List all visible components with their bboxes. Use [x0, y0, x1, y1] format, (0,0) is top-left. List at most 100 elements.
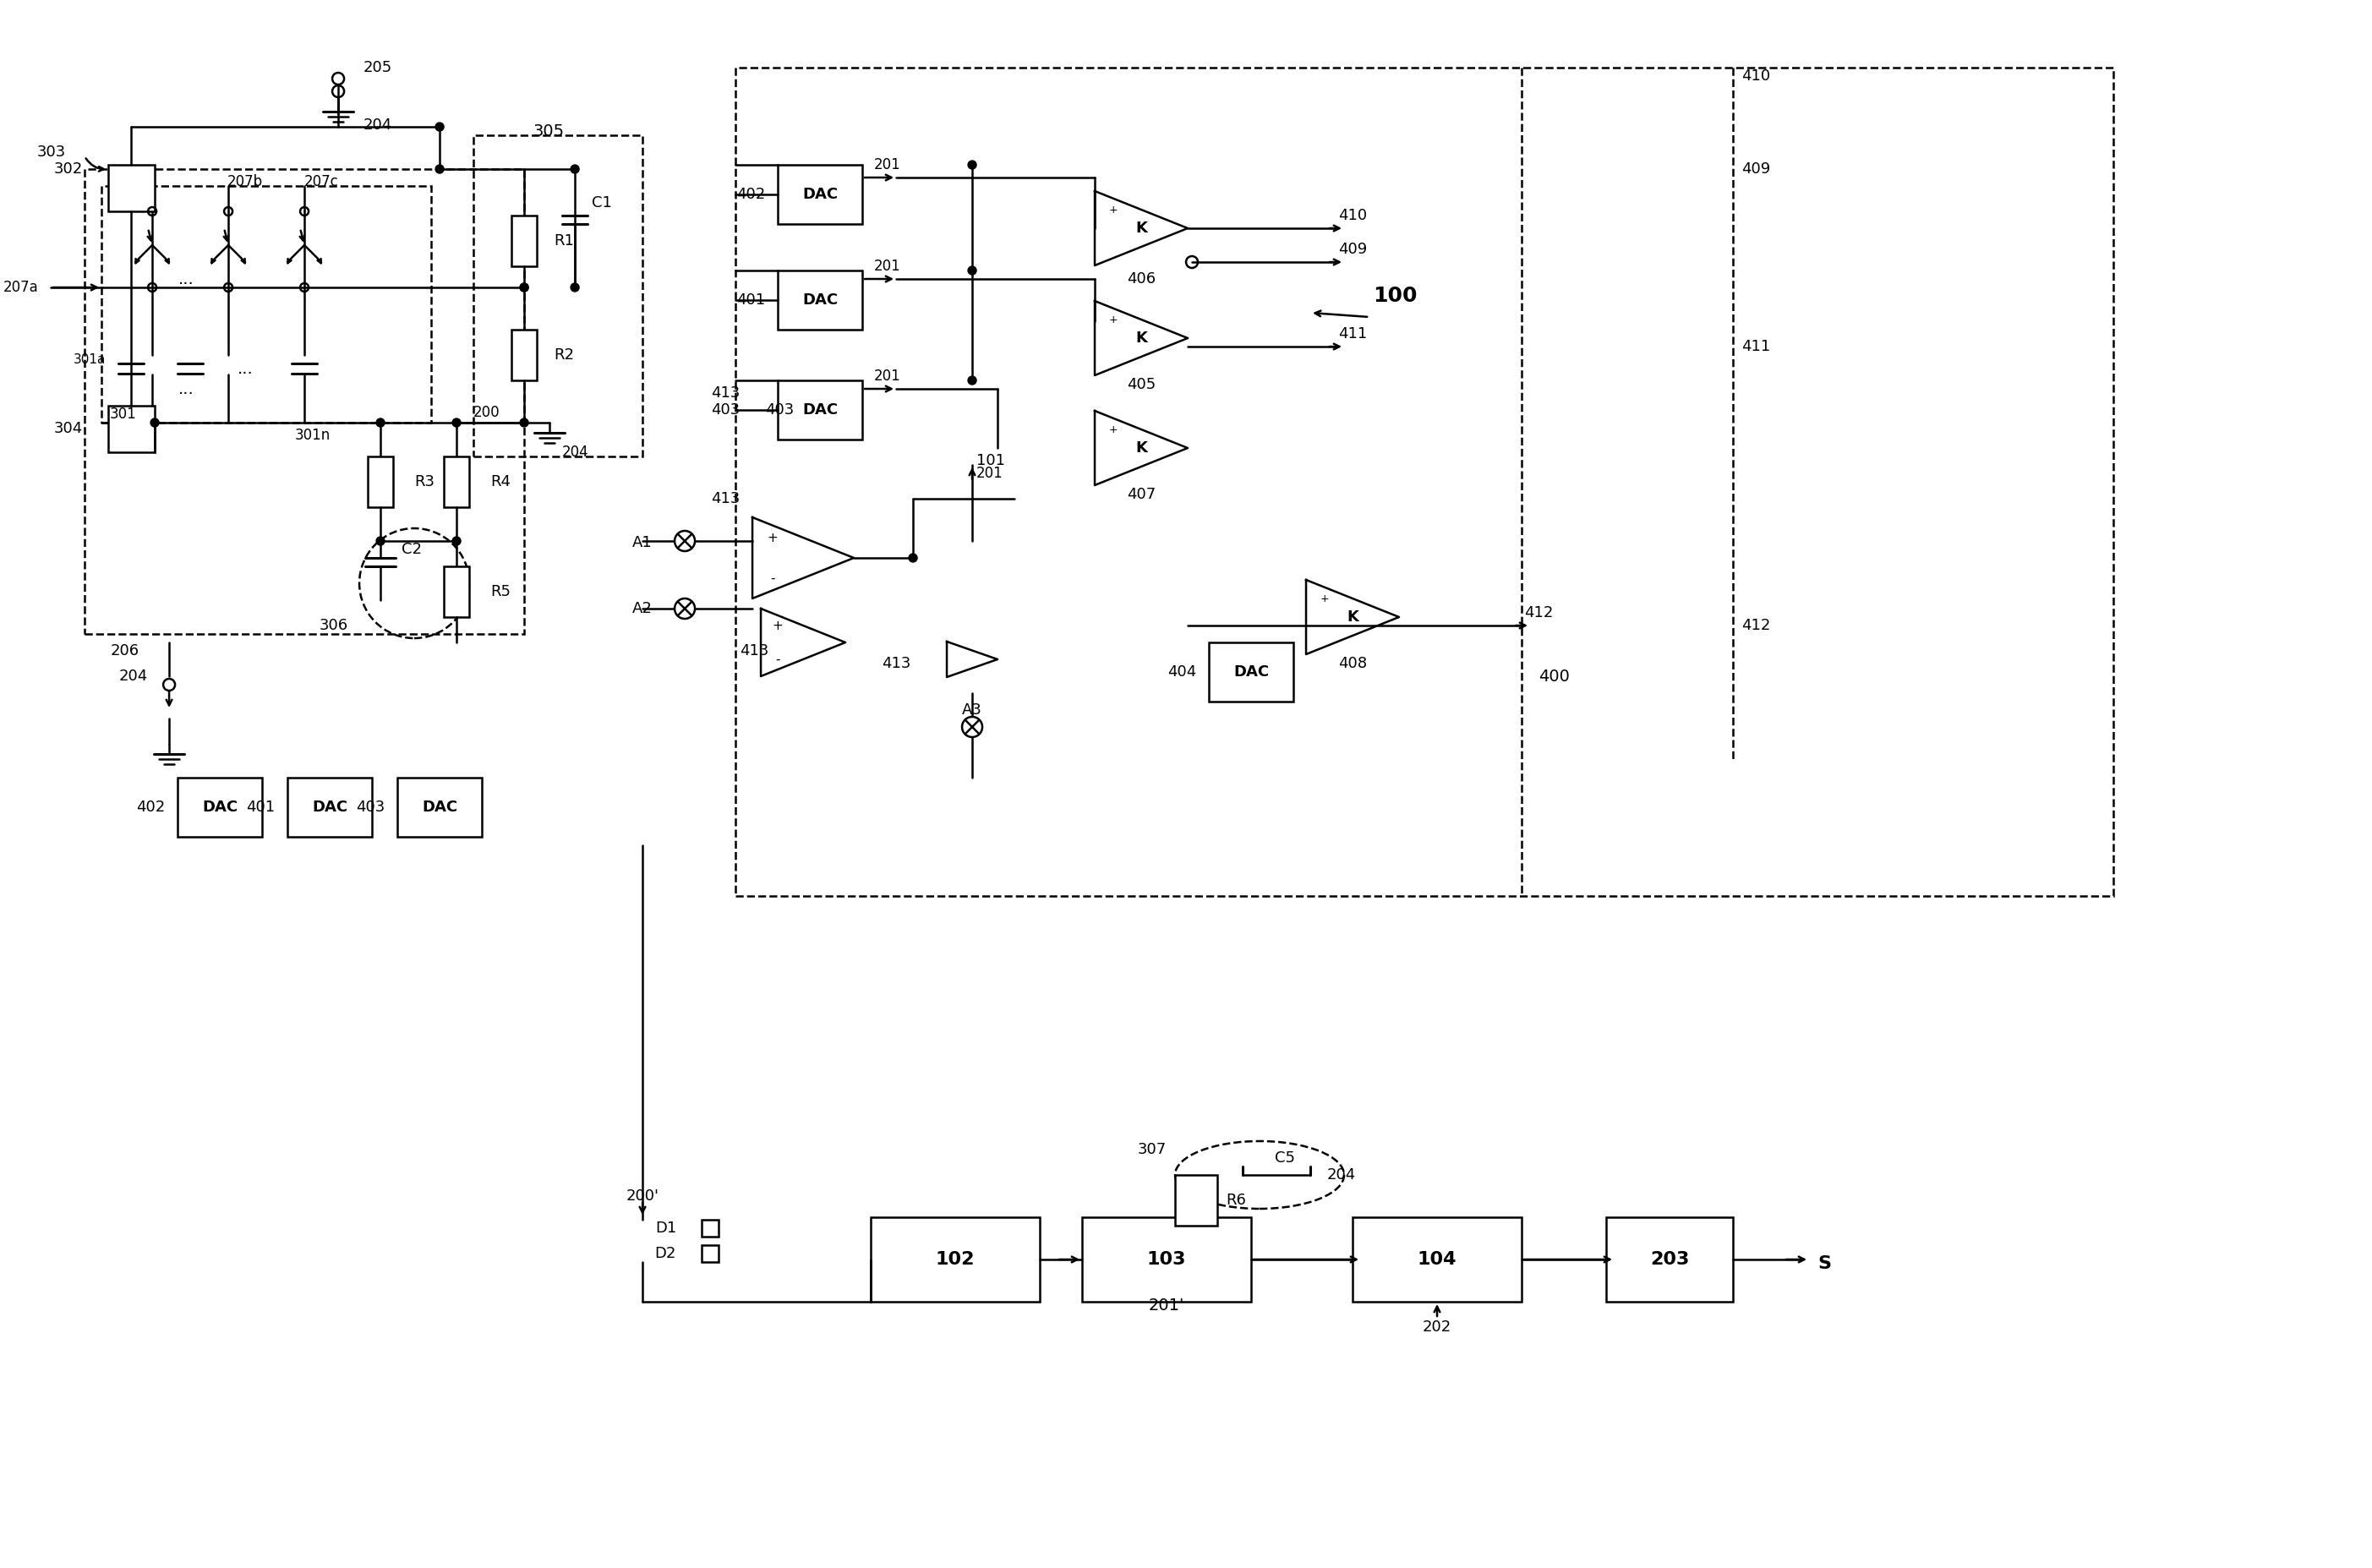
Text: 409: 409: [1338, 241, 1366, 257]
Text: K: K: [1136, 441, 1148, 456]
Text: 404: 404: [1167, 665, 1195, 679]
Bar: [871, 1217, 1039, 1301]
Text: ...: ...: [237, 361, 254, 376]
Text: ...: ...: [178, 381, 195, 397]
Text: 204: 204: [562, 445, 588, 459]
Text: +: +: [1108, 314, 1117, 325]
Text: D1: D1: [655, 1220, 676, 1236]
Polygon shape: [1307, 580, 1399, 654]
Circle shape: [377, 419, 384, 426]
Text: 207a: 207a: [2, 279, 38, 295]
Circle shape: [674, 532, 695, 550]
Text: 403: 403: [712, 403, 740, 417]
Text: 302: 302: [55, 162, 83, 177]
Text: 401: 401: [247, 800, 275, 815]
Text: DAC: DAC: [802, 403, 837, 417]
Circle shape: [572, 284, 579, 292]
Text: 401: 401: [735, 293, 766, 307]
Text: 307: 307: [1139, 1142, 1167, 1157]
Text: 200': 200': [626, 1189, 659, 1204]
Bar: [85, 169, 524, 633]
Text: +: +: [766, 532, 778, 544]
Text: 306: 306: [320, 618, 349, 633]
Circle shape: [572, 165, 579, 174]
Text: 301: 301: [109, 406, 138, 422]
Text: 413: 413: [882, 655, 911, 671]
Text: R6: R6: [1226, 1193, 1245, 1207]
Text: 407: 407: [1127, 488, 1155, 502]
Polygon shape: [1096, 301, 1188, 375]
Bar: [1606, 1217, 1734, 1301]
Text: 403: 403: [766, 403, 795, 417]
Text: 102: 102: [935, 1251, 975, 1269]
Text: D2: D2: [655, 1247, 676, 1261]
Text: K: K: [1136, 331, 1148, 345]
Text: 200: 200: [474, 405, 500, 420]
Text: C5: C5: [1274, 1151, 1295, 1165]
Text: 412: 412: [1523, 605, 1554, 621]
Text: 201: 201: [875, 157, 901, 172]
Text: +: +: [773, 619, 783, 632]
Text: +: +: [1321, 593, 1328, 604]
Circle shape: [377, 536, 384, 546]
Text: 413: 413: [712, 386, 740, 401]
Text: DAC: DAC: [313, 800, 349, 815]
Bar: [178, 778, 263, 837]
Polygon shape: [946, 641, 999, 677]
Bar: [474, 135, 643, 456]
Text: DAC: DAC: [1233, 665, 1269, 679]
Text: 412: 412: [1741, 618, 1770, 633]
Polygon shape: [1096, 411, 1188, 485]
Circle shape: [436, 122, 444, 132]
Text: 201: 201: [875, 259, 901, 274]
Text: 201: 201: [977, 466, 1003, 481]
Text: 205: 205: [363, 60, 391, 75]
Text: 201': 201': [1148, 1298, 1184, 1314]
Circle shape: [149, 419, 159, 426]
Text: A1: A1: [633, 535, 652, 550]
Bar: [735, 67, 2113, 895]
Circle shape: [436, 165, 444, 174]
Text: 101: 101: [977, 453, 1006, 469]
Text: DAC: DAC: [202, 800, 237, 815]
Text: +: +: [1108, 204, 1117, 215]
Bar: [778, 381, 863, 439]
Text: C2: C2: [401, 543, 422, 557]
Text: 402: 402: [135, 800, 166, 815]
Text: -: -: [776, 652, 780, 666]
Bar: [444, 456, 470, 506]
Text: DAC: DAC: [802, 187, 837, 202]
Circle shape: [519, 284, 529, 292]
Text: S: S: [1817, 1256, 1831, 1272]
Polygon shape: [1096, 191, 1188, 265]
Text: 411: 411: [1338, 326, 1366, 342]
Text: R1: R1: [553, 234, 574, 249]
Polygon shape: [752, 517, 854, 599]
Bar: [444, 566, 470, 618]
Text: 409: 409: [1741, 162, 1770, 177]
Text: 203: 203: [1651, 1251, 1689, 1269]
Text: 403: 403: [356, 800, 384, 815]
Text: 400: 400: [1539, 668, 1570, 684]
Bar: [702, 1245, 719, 1262]
Bar: [702, 1220, 719, 1237]
Text: -: -: [771, 572, 776, 585]
Text: R3: R3: [415, 474, 434, 489]
Bar: [287, 778, 372, 837]
Text: 413: 413: [740, 643, 769, 659]
Text: 301n: 301n: [294, 428, 330, 442]
Text: +: +: [1108, 423, 1117, 434]
Bar: [368, 456, 394, 506]
Circle shape: [519, 419, 529, 426]
Circle shape: [968, 267, 977, 274]
Circle shape: [963, 717, 982, 737]
Text: A3: A3: [963, 702, 982, 718]
Text: 304: 304: [55, 420, 83, 436]
Text: 104: 104: [1418, 1251, 1456, 1269]
Text: DAC: DAC: [802, 293, 837, 307]
Text: 406: 406: [1127, 271, 1155, 287]
Text: 305: 305: [534, 122, 565, 140]
Bar: [512, 215, 536, 267]
Text: ...: ...: [178, 271, 195, 287]
Bar: [102, 187, 432, 423]
